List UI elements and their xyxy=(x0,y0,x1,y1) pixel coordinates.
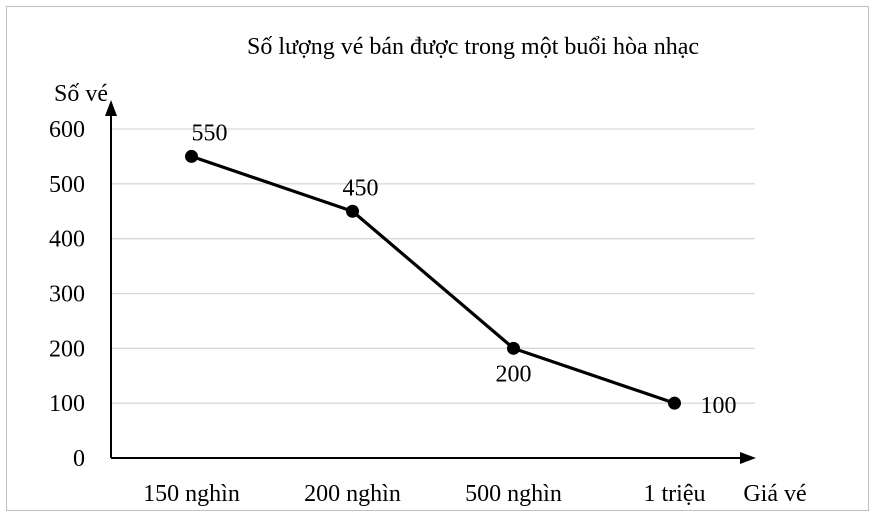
data-label: 100 xyxy=(701,393,737,419)
series-line xyxy=(190,154,676,405)
x-tick-label: 500 nghìn xyxy=(465,481,562,507)
x-axis-label: Giá vé xyxy=(743,481,806,507)
x-tick-label: 150 nghìn xyxy=(143,481,240,507)
data-point xyxy=(346,204,359,218)
x-tick-label: 200 nghìn xyxy=(304,481,401,507)
y-tick-label: 200 xyxy=(49,336,85,362)
data-point xyxy=(507,341,520,355)
chart-frame xyxy=(6,6,869,511)
y-tick-label: 500 xyxy=(49,172,85,198)
data-point xyxy=(668,396,681,410)
data-label: 200 xyxy=(496,361,532,387)
chart-title: Số lượng vé bán được trong một buổi hòa … xyxy=(247,34,699,60)
y-axis-label: Số vé xyxy=(54,81,108,107)
y-tick-label: 100 xyxy=(49,391,85,417)
data-point xyxy=(185,149,198,163)
y-tick-label: 0 xyxy=(73,446,85,472)
y-tick-label: 600 xyxy=(49,117,85,143)
y-tick-label: 300 xyxy=(49,282,85,308)
x-axis-arrow xyxy=(740,452,756,464)
x-tick-label: 1 triệu xyxy=(644,481,706,507)
y-axis-arrow xyxy=(105,100,117,116)
data-label: 450 xyxy=(343,175,379,201)
data-label: 550 xyxy=(192,120,228,146)
y-tick-label: 400 xyxy=(49,227,85,253)
